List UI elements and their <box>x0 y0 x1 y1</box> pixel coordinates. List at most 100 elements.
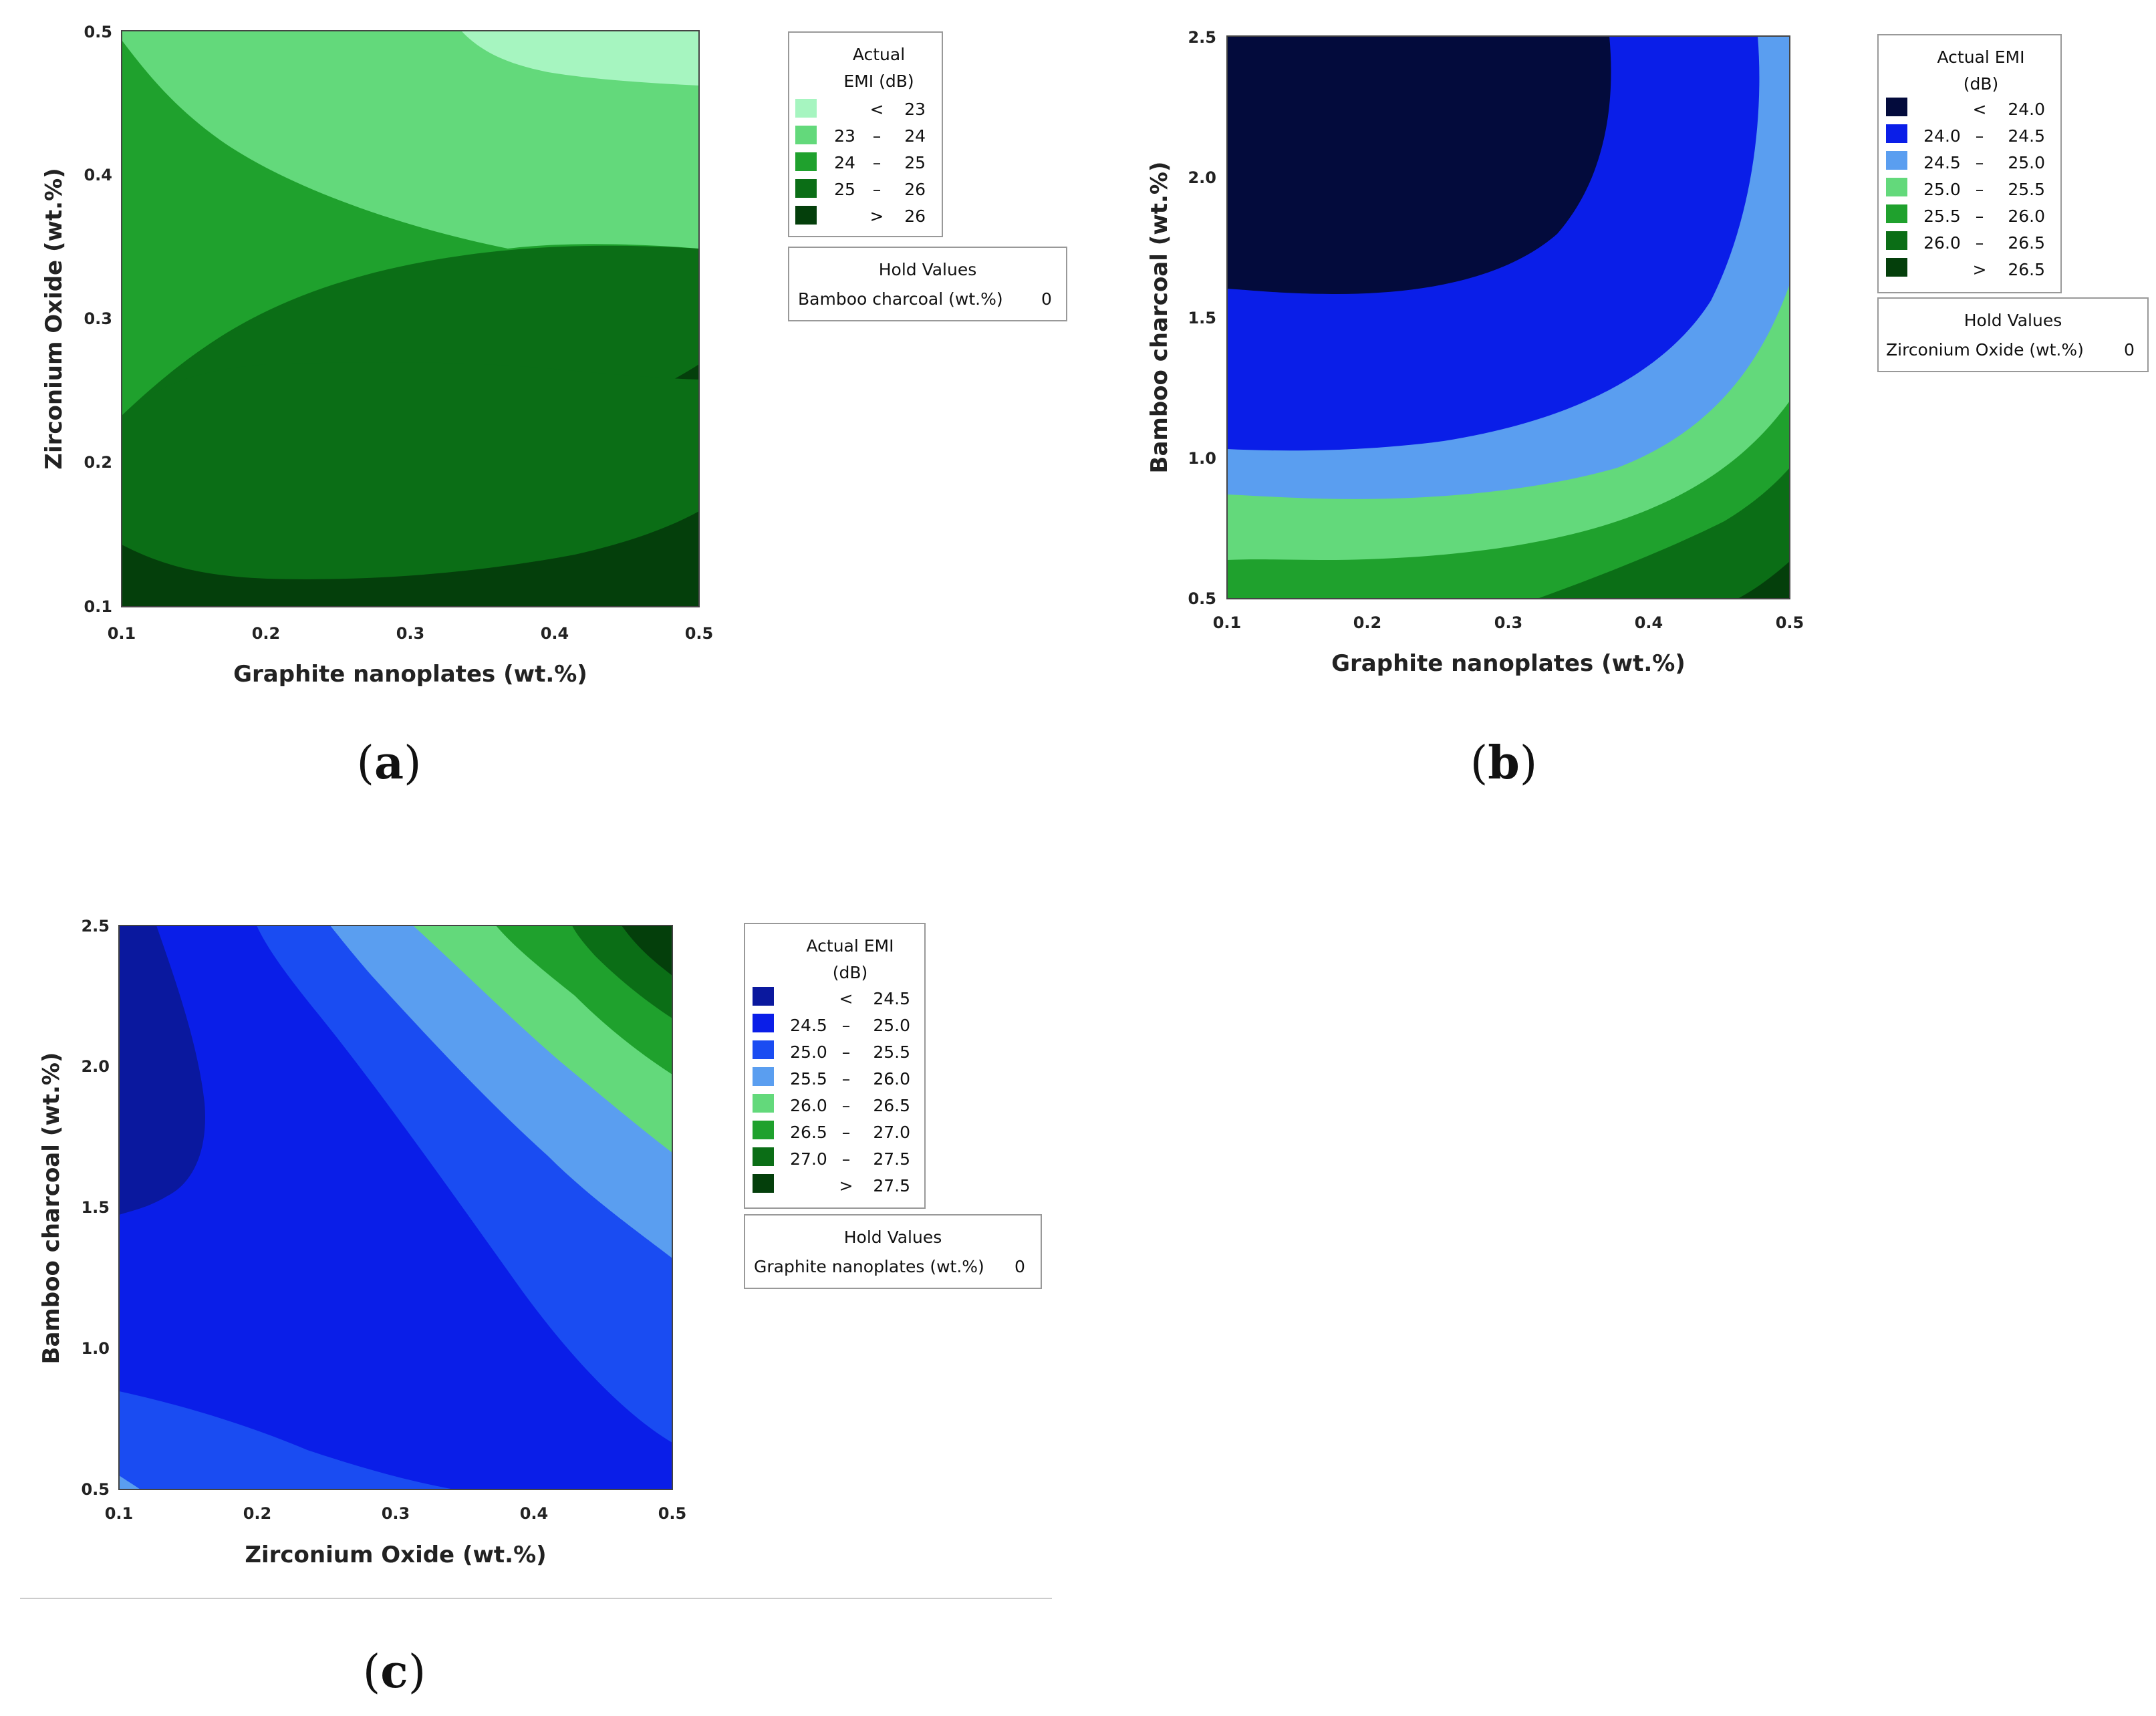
panel-c-legend: Actual EMI (dB) < 24.5 24.5 – 25.0 25.0 … <box>744 923 926 1209</box>
panel-c-legend-box <box>744 923 926 1209</box>
panel-c-legend-swatch <box>753 1014 774 1032</box>
panel-c-legend-title: (dB) <box>833 963 868 982</box>
panel-c-legend-sep: – <box>842 1069 851 1089</box>
panel-c-legend-sep: – <box>842 1096 851 1115</box>
panel-a-y-tick: 0.4 <box>84 166 112 184</box>
panel-b-legend-box <box>1877 34 2062 293</box>
panel-b-legend-right: 26.5 <box>2008 233 2045 253</box>
panel-c-x-tick: 0.1 <box>105 1504 134 1523</box>
panel-a-x-tick: 0.4 <box>541 624 569 643</box>
panel-b-legend-left: 24.5 <box>1923 153 1961 172</box>
panel-a-legend-right: 26 <box>904 180 926 199</box>
panel-a-x-tick: 0.3 <box>396 624 425 643</box>
panel-b-caption-letter: b <box>1488 736 1520 790</box>
panel-c-legend-sep: – <box>842 1123 851 1142</box>
panel-c-legend-swatch <box>753 1121 774 1139</box>
panel-c-y-tick: 2.0 <box>81 1057 110 1076</box>
panel-b-y-axis-label: Bamboo charcoal (wt.%) <box>1146 162 1173 474</box>
panel-a-legend-sep: – <box>873 180 882 199</box>
panel-c-hold-title: Hold Values <box>844 1228 942 1247</box>
panel-c-legend-left: 27.0 <box>790 1149 827 1169</box>
panel-b-x-ticks: 0.1 0.2 0.3 0.4 0.5 <box>1213 613 1804 632</box>
panel-a-x-ticks: 0.1 0.2 0.3 0.4 0.5 <box>108 624 714 643</box>
panel-a-caption: (a) <box>356 736 421 790</box>
panel-c-x-tick: 0.2 <box>243 1504 272 1523</box>
panel-a-legend-right: 23 <box>904 100 926 119</box>
panel-c-legend-right: 27.0 <box>873 1123 910 1142</box>
panel-c-legend-right: 26.0 <box>873 1069 910 1089</box>
panel-b-legend-right: 24.5 <box>2008 126 2045 146</box>
panel-b-y-tick: 2.5 <box>1188 28 1216 47</box>
panel-a-y-tick: 0.2 <box>84 453 112 472</box>
panel-b-legend-title: (dB) <box>1964 74 1999 94</box>
panel-b-hold-values: Hold Values Zirconium Oxide (wt.%) 0 <box>1877 297 2149 372</box>
panel-c-hold-variable: Graphite nanoplates (wt.%) <box>754 1257 984 1276</box>
panel-a-plot-frame <box>121 30 700 607</box>
panel-b-legend-left: 25.5 <box>1923 206 1961 226</box>
panel-b-legend-right: 25.5 <box>2008 180 2045 199</box>
panel-c-region-25.5-26.0-corner <box>119 1475 140 1489</box>
panel-a-y-tick: 0.3 <box>84 309 112 328</box>
panel-c-y-axis-label: Bamboo charcoal (wt.%) <box>38 1052 65 1365</box>
panel-c-y-tick: 1.0 <box>81 1339 110 1358</box>
panel-a-region-25-26-lower <box>122 362 699 607</box>
panel-b-y-ticks: 0.5 1.0 1.5 2.0 2.5 <box>1188 28 1216 608</box>
panel-a-hold-variable: Bamboo charcoal (wt.%) <box>798 289 1003 309</box>
panel-a-legend-swatch <box>795 179 817 198</box>
panel-c-legend-sep: < <box>839 989 853 1008</box>
panel-b-legend-swatch <box>1886 204 1907 223</box>
panel-a-legend-left: 25 <box>834 180 855 199</box>
panel-c-hold-box <box>744 1214 1042 1289</box>
panel-c-legend-left: 26.5 <box>790 1123 827 1142</box>
panel-b-x-tick: 0.5 <box>1776 613 1804 632</box>
panel-c-plot-frame <box>118 925 673 1490</box>
panel-a-legend-right: 26 <box>904 206 926 226</box>
panel-b-legend-swatch <box>1886 178 1907 196</box>
panel-b-legend-left: 25.0 <box>1923 180 1961 199</box>
panel-b-x-tick: 0.4 <box>1635 613 1663 632</box>
panel-b-legend-left: 24.0 <box>1923 126 1961 146</box>
panel-c-legend-swatch <box>753 1040 774 1059</box>
panel-a-region-gt26-lower <box>122 511 699 607</box>
panel-c-legend-swatch <box>753 1174 774 1193</box>
panel-a-y-ticks: 0.1 0.2 0.3 0.4 0.5 <box>84 23 112 616</box>
panel-c-hold-values: Hold Values Graphite nanoplates (wt.%) 0 <box>744 1214 1042 1289</box>
panel-c-region-gt27.5 <box>622 925 672 976</box>
panel-c-region-25.0-25.5-lower <box>119 1391 454 1489</box>
panel-a-legend-title: Actual <box>853 45 905 64</box>
panel-a-y-axis-label: Zirconium Oxide (wt.%) <box>41 168 68 469</box>
panel-a: 0.1 0.2 0.3 0.4 0.5 0.1 0.2 0.3 0.4 0.5 … <box>41 23 1067 790</box>
panel-b-caption: (b) <box>1470 736 1538 790</box>
panel-b-legend-sep: – <box>1976 206 1984 226</box>
panel-c-legend-swatch <box>753 1067 774 1086</box>
panel-c-caption-letter: c <box>380 1645 408 1699</box>
panel-c-x-tick: 0.5 <box>658 1504 687 1523</box>
panel-a-y-tick: 0.1 <box>84 597 112 616</box>
panel-b-legend: Actual EMI (dB) < 24.0 24.0 – 24.5 24.5 … <box>1877 34 2062 293</box>
panel-b-legend-sep: < <box>1973 100 1987 119</box>
panel-c-legend-sep: – <box>842 1042 851 1062</box>
panel-a-legend-left: 23 <box>834 126 855 146</box>
panel-b-legend-sep: > <box>1973 260 1987 279</box>
panel-b-legend-right: 25.0 <box>2008 153 2045 172</box>
panel-c-x-ticks: 0.1 0.2 0.3 0.4 0.5 <box>105 1504 687 1523</box>
panel-c-legend-swatch <box>753 1147 774 1166</box>
panel-c-contour-plot <box>119 925 672 1489</box>
panel-a-legend-swatch <box>795 206 817 225</box>
panel-b: 0.1 0.2 0.3 0.4 0.5 0.5 1.0 1.5 2.0 2.5 … <box>1146 28 2149 790</box>
panel-c-legend-left: 25.0 <box>790 1042 827 1062</box>
panel-c-legend-sep: – <box>842 1149 851 1169</box>
panel-c-region-lt24.5 <box>119 925 205 1215</box>
panel-c-x-tick: 0.3 <box>382 1504 410 1523</box>
panel-a-legend-sep: > <box>870 206 884 226</box>
panel-b-y-tick: 1.0 <box>1188 449 1216 468</box>
panel-a-region-23-24 <box>122 31 699 249</box>
panel-b-y-tick: 2.0 <box>1188 168 1216 187</box>
panel-c-legend-right: 27.5 <box>873 1176 910 1195</box>
panel-c-hold-value: 0 <box>1015 1257 1025 1276</box>
panel-c-legend-right: 27.5 <box>873 1149 910 1169</box>
panel-b-contour-plot <box>1227 36 1790 599</box>
panel-b-hold-title: Hold Values <box>1964 311 2062 330</box>
panel-b-legend-swatch <box>1886 231 1907 250</box>
panel-c-legend-left: 24.5 <box>790 1016 827 1035</box>
